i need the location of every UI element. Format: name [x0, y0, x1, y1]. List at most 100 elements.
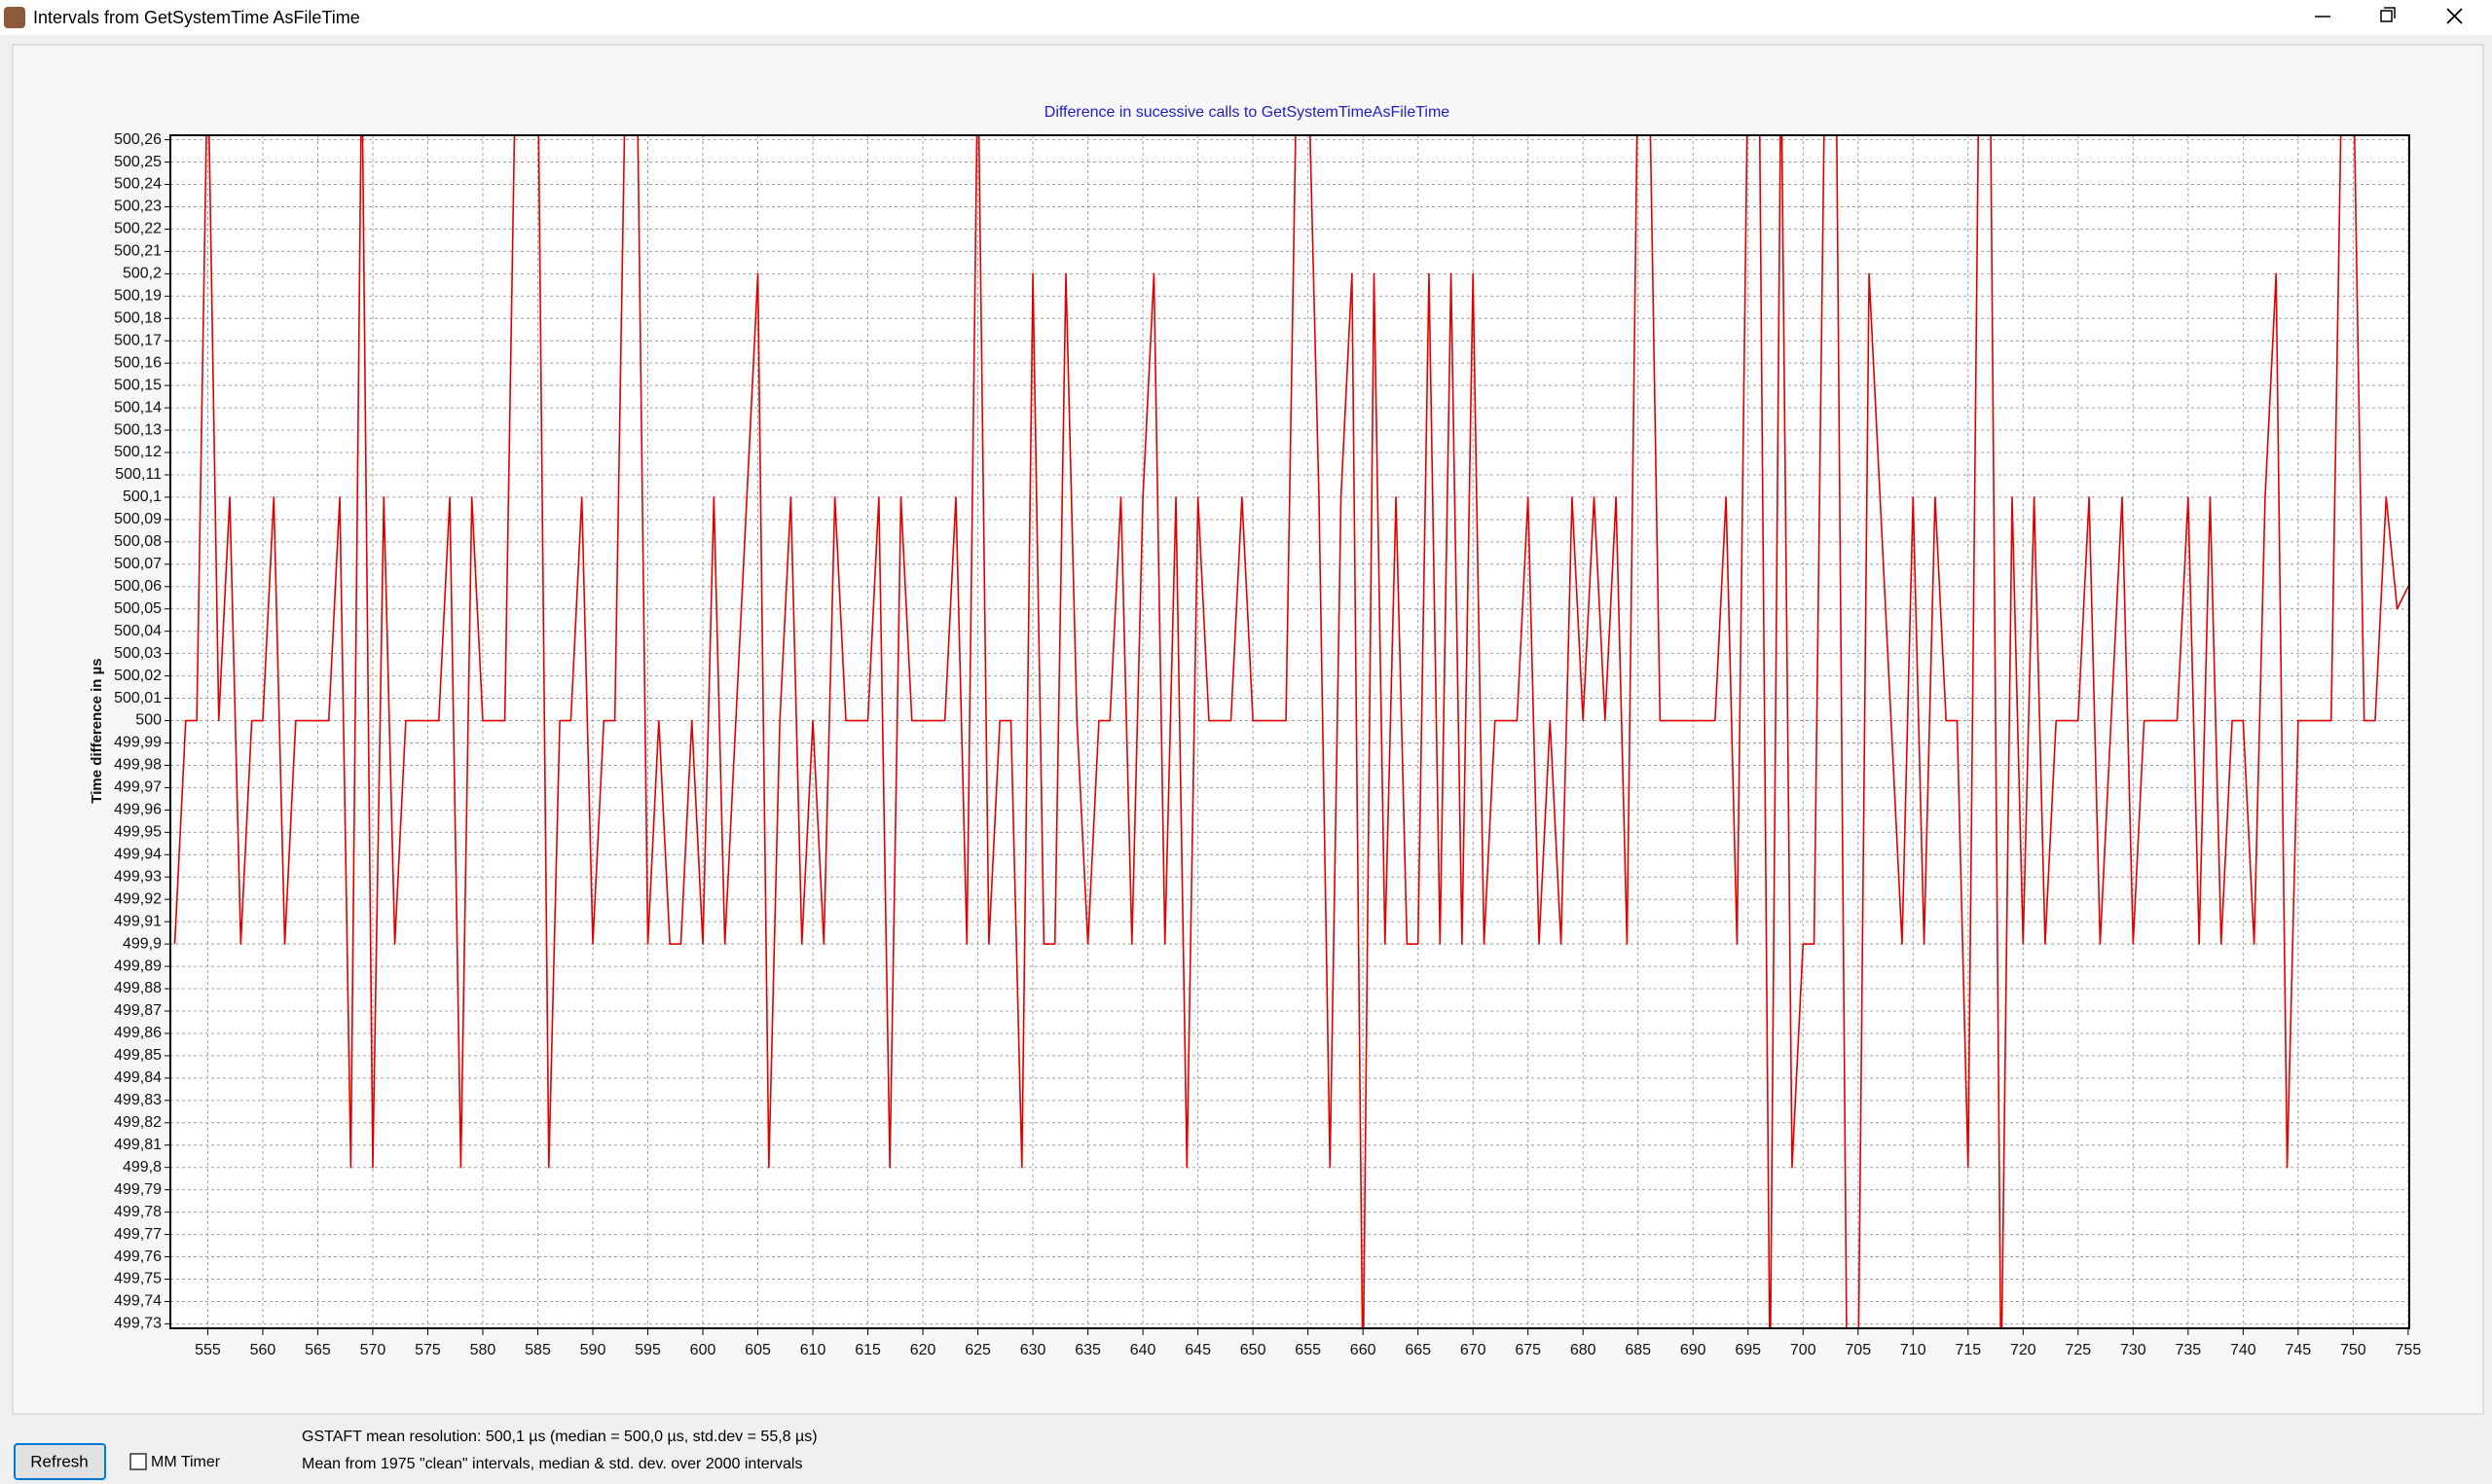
y-tick-label: 500,16	[114, 354, 162, 371]
title-bar	[0, 0, 2492, 35]
x-tick-label: 595	[635, 1342, 661, 1358]
window-title: Intervals from GetSystemTime AsFileTime	[33, 8, 360, 27]
y-tick-label: 499,93	[114, 868, 162, 885]
y-tick-label: 500,07	[114, 556, 162, 572]
x-tick-label: 655	[1295, 1342, 1321, 1358]
x-tick-label: 620	[910, 1342, 936, 1358]
y-tick-label: 500,05	[114, 600, 162, 617]
y-tick-label: 500,22	[114, 221, 162, 237]
y-tick-label: 500,26	[114, 131, 162, 148]
data-line	[173, 135, 2409, 1328]
y-tick-label: 499,87	[114, 1002, 162, 1019]
y-tick-label: 500,1	[123, 489, 162, 505]
y-tick-label: 499,73	[114, 1316, 162, 1332]
y-tick-label: 499,97	[114, 779, 162, 796]
y-tick-label: 499,75	[114, 1271, 162, 1287]
restore-button[interactable]	[2380, 7, 2396, 22]
y-tick-label: 500,23	[114, 199, 162, 215]
y-tick-label: 499,89	[114, 958, 162, 974]
y-tick-label: 499,78	[114, 1204, 162, 1220]
x-tick-label: 600	[690, 1342, 716, 1358]
y-tick-label: 500,18	[114, 309, 162, 326]
y-tick-label: 500,12	[114, 444, 162, 460]
chart-title: Difference in sucessive calls to GetSyst…	[1044, 104, 1450, 121]
y-tick-label: 499,98	[114, 757, 162, 774]
x-tick-label: 715	[1955, 1342, 1981, 1358]
status-line: Mean from 1975 "clean" intervals, median…	[302, 1456, 802, 1472]
x-tick-label: 720	[2010, 1342, 2036, 1358]
x-tick-label: 680	[1570, 1342, 1596, 1358]
x-tick-label: 555	[195, 1342, 221, 1358]
x-tick-label: 605	[745, 1342, 771, 1358]
y-tick-label: 499,8	[123, 1159, 162, 1176]
x-tick-label: 645	[1185, 1342, 1211, 1358]
x-tick-label: 625	[965, 1342, 991, 1358]
x-tick-label: 575	[415, 1342, 441, 1358]
x-tick-label: 610	[800, 1342, 826, 1358]
y-tick-label: 500,14	[114, 399, 162, 416]
plot-border	[169, 134, 2410, 1329]
y-axis-label: Time difference in µs	[89, 658, 105, 803]
y-tick-label: 499,81	[114, 1137, 162, 1153]
y-tick-label: 500,17	[114, 332, 162, 348]
x-tick-label: 650	[1240, 1342, 1266, 1358]
y-tick-label: 499,85	[114, 1047, 162, 1064]
y-tick-label: 500,13	[114, 421, 162, 438]
x-tick-label: 685	[1625, 1342, 1651, 1358]
button-label: Refresh	[30, 1452, 89, 1470]
y-tick-label: 500,15	[114, 377, 162, 393]
x-tick-label: 585	[525, 1342, 551, 1358]
x-tick-label: 635	[1075, 1342, 1101, 1358]
y-tick-label: 500,08	[114, 533, 162, 550]
refresh-button[interactable]: Refresh	[14, 1443, 106, 1480]
y-tick-label: 499,99	[114, 735, 162, 751]
x-tick-label: 675	[1515, 1342, 1541, 1358]
close-button[interactable]	[2446, 8, 2463, 24]
y-tick-label: 499,9	[123, 935, 162, 952]
x-tick-label: 670	[1460, 1342, 1486, 1358]
x-tick-label: 750	[2340, 1342, 2366, 1358]
y-tick-label: 500,24	[114, 176, 162, 193]
y-tick-label: 500,09	[114, 511, 162, 527]
x-tick-label: 735	[2175, 1342, 2201, 1358]
y-tick-label: 499,91	[114, 913, 162, 929]
x-tick-label: 700	[1790, 1342, 1816, 1358]
y-tick-label: 500,19	[114, 288, 162, 305]
y-tick-label: 500,04	[114, 623, 162, 639]
y-tick-label: 499,77	[114, 1226, 162, 1243]
mm-timer-checkbox[interactable]: MM Timer	[129, 1453, 221, 1470]
y-tick-label: 499,83	[114, 1092, 162, 1108]
x-tick-label: 740	[2230, 1342, 2256, 1358]
y-tick-label: 499,79	[114, 1181, 162, 1198]
x-tick-label: 690	[1680, 1342, 1706, 1358]
x-tick-label: 560	[250, 1342, 276, 1358]
x-tick-label: 665	[1405, 1342, 1431, 1358]
y-tick-label: 500,11	[115, 466, 162, 483]
y-tick-label: 499,86	[114, 1025, 162, 1041]
x-tick-label: 725	[2065, 1342, 2091, 1358]
x-tick-label: 695	[1735, 1342, 1761, 1358]
y-tick-label: 500,21	[114, 243, 162, 260]
app-icon	[4, 7, 25, 28]
x-tick-label: 730	[2120, 1342, 2146, 1358]
y-tick-label: 500,02	[114, 668, 162, 684]
x-tick-label: 630	[1020, 1342, 1046, 1358]
x-tick-label: 640	[1130, 1342, 1156, 1358]
y-tick-label: 499,88	[114, 980, 162, 996]
x-tick-label: 660	[1350, 1342, 1376, 1358]
checkbox-label: MM Timer	[151, 1454, 221, 1470]
plot-area	[170, 135, 2409, 1328]
x-tick-label: 705	[1845, 1342, 1871, 1358]
y-tick-label: 499,84	[114, 1069, 162, 1086]
y-tick-label: 500,2	[123, 266, 162, 282]
y-tick-label: 499,95	[114, 824, 162, 841]
y-tick-label: 499,94	[114, 846, 162, 862]
y-tick-label: 500,06	[114, 578, 162, 595]
x-tick-label: 710	[1900, 1342, 1926, 1358]
x-tick-label: 745	[2285, 1342, 2311, 1358]
y-tick-label: 500,03	[114, 645, 162, 662]
status-line: GSTAFT mean resolution: 500,1 µs (median…	[302, 1429, 818, 1445]
y-tick-label: 499,96	[114, 802, 162, 818]
